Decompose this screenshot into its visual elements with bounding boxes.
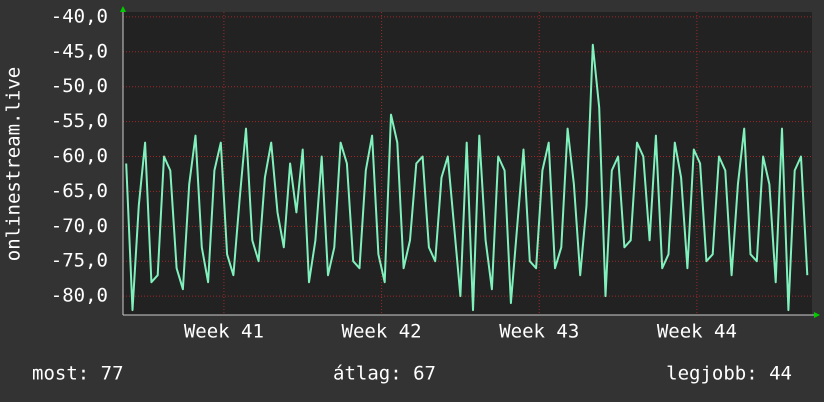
stat: átlag: 67	[333, 363, 436, 385]
y-tick-label: -80,0	[51, 285, 108, 307]
y-tick-label: -40,0	[51, 5, 108, 27]
data-line	[125, 43, 809, 312]
x-tick-label: Week 43	[499, 321, 579, 343]
x-tick-label: Week 42	[342, 321, 422, 343]
plot	[123, 12, 812, 315]
y-tick-label: -70,0	[51, 215, 108, 237]
y-tick-label: -60,0	[51, 145, 108, 167]
x-tick-label: Week 41	[184, 321, 264, 343]
y-tick-label: -50,0	[51, 75, 108, 97]
stat: legjobb: 44	[666, 363, 792, 385]
y-tick-label: -75,0	[51, 250, 108, 272]
y-tick-label: -55,0	[51, 110, 108, 132]
stat: most: 77	[32, 363, 124, 385]
axis-arrow	[814, 312, 820, 318]
x-tick-label: Week 44	[657, 321, 737, 343]
y-axis-title: onlinestream.live	[3, 67, 25, 261]
y-tick-label: -45,0	[51, 40, 108, 62]
y-tick-label: -65,0	[51, 180, 108, 202]
axis-arrow	[120, 6, 126, 12]
